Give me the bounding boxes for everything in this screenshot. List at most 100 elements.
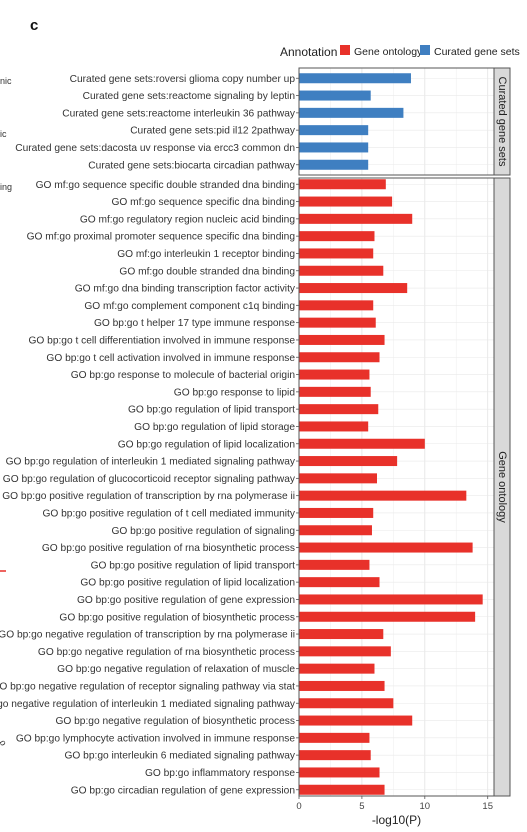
category-label: Curated gene sets:biocarta circadian pat…: [88, 160, 296, 171]
category-label: GO bp:go positive regulation of transcri…: [2, 491, 295, 502]
category-label: GO bp:go negative regulation of interleu…: [0, 699, 296, 710]
bar: [299, 404, 379, 415]
legend-label-gene-ontology: Gene ontology: [354, 46, 423, 58]
category-label: GO bp:go t helper 17 type immune respons…: [94, 318, 295, 329]
category-label: GO bp:go negative regulation of relaxati…: [57, 664, 295, 675]
category-label: GO mf:go complement component c1q bindin…: [84, 301, 295, 312]
legend-label-curated: Curated gene sets: [434, 46, 520, 58]
legend-swatch-gene-ontology: [340, 45, 350, 55]
bar: [299, 490, 467, 501]
x-tick-label: 5: [359, 801, 364, 812]
facet-strip-label: Gene ontology: [496, 451, 508, 523]
category-label: GO bp:go response to molecule of bacteri…: [71, 370, 295, 381]
fragment-text: nic: [0, 76, 12, 86]
category-label: Curated gene sets:roversi glioma copy nu…: [70, 74, 296, 85]
x-tick-label: 15: [482, 801, 493, 812]
bar: [299, 577, 380, 588]
legend-title: Annotation: [280, 45, 337, 59]
bar: [299, 179, 386, 190]
category-label: Curated gene sets:dacosta uv response vi…: [15, 143, 295, 154]
bar: [299, 473, 377, 484]
bar: [299, 611, 476, 622]
bar: [299, 125, 369, 136]
category-label: GO mf:go regulatory region nucleic acid …: [80, 214, 296, 225]
bar: [299, 352, 380, 363]
bar: [299, 300, 374, 311]
bar: [299, 159, 369, 170]
category-label: GO bp:go positive regulation of signalin…: [112, 526, 296, 537]
category-label: GO bp:go regulation of lipid transport: [128, 405, 295, 416]
bar: [299, 283, 408, 294]
bar: [299, 542, 473, 553]
panel-background: [299, 68, 494, 175]
category-label: GO bp:go response to lipid: [174, 387, 296, 398]
bar: [299, 90, 371, 101]
legend-swatch-curated: [420, 45, 430, 55]
x-tick-label: 0: [296, 801, 301, 812]
category-label: GO bp:go negative regulation of receptor…: [0, 681, 295, 692]
bar: [299, 231, 375, 242]
category-label: GO mf:go double stranded dna binding: [119, 266, 295, 277]
bar: [299, 248, 374, 259]
fragment-text: ing: [0, 182, 12, 192]
category-label: GO bp:go positive regulation of rna bios…: [42, 543, 295, 554]
panel-label: c: [30, 17, 38, 34]
bar: [299, 732, 370, 743]
bar: [299, 334, 385, 345]
bar: [299, 594, 483, 605]
x-tick-label: 10: [420, 801, 431, 812]
bar: [299, 559, 370, 570]
bar: [299, 698, 394, 709]
plot-area: Curated gene sets:roversi glioma copy nu…: [0, 67, 511, 827]
bar: [299, 680, 385, 691]
bar: [299, 142, 369, 153]
bar: [299, 213, 413, 224]
category-label: GO mf:go sequence specific double strand…: [36, 180, 296, 191]
bar: [299, 784, 385, 795]
category-label: GO bp:go regulation of glucocorticoid re…: [3, 474, 296, 485]
category-label: GO bp:go interleukin 6 mediated signalin…: [65, 751, 296, 762]
category-label: GO mf:go interleukin 1 receptor binding: [117, 249, 295, 260]
facet-strip: [493, 67, 511, 176]
bar: [299, 196, 393, 207]
category-label: GO bp:go lymphocyte activation involved …: [16, 733, 296, 744]
x-axis-title: -log10(P): [372, 813, 421, 827]
bar: [299, 265, 384, 276]
bar: [299, 767, 380, 778]
category-label: GO mf:go sequence specific dna binding: [112, 197, 296, 208]
category-label: GO bp:go positive regulation of lipid lo…: [80, 578, 295, 589]
fragment-text: ic: [0, 129, 7, 139]
category-label: GO bp:go positive regulation of t cell m…: [42, 508, 295, 519]
bar: [299, 750, 371, 761]
facet-strip-label: Curated gene sets: [496, 77, 508, 167]
category-label: GO bp:go positive regulation of biosynth…: [59, 612, 295, 623]
bar: [299, 386, 371, 397]
bar: [299, 73, 411, 84]
fragment-text: ρ: [0, 738, 9, 747]
category-label: Curated gene sets:pid il12 2pathway: [130, 126, 296, 137]
category-label: GO bp:go negative regulation of rna bios…: [38, 647, 295, 658]
category-label: Curated gene sets:reactome interleukin 3…: [62, 108, 296, 119]
bar: [299, 663, 375, 674]
bar: [299, 421, 369, 432]
category-label: GO bp:go regulation of lipid localizatio…: [118, 439, 295, 450]
category-label: GO bp:go t cell differentiation involved…: [28, 335, 295, 346]
category-label: GO bp:go regulation of lipid storage: [134, 422, 295, 433]
category-label: GO bp:go negative regulation of transcri…: [0, 630, 295, 641]
category-label: GO bp:go circadian regulation of gene ex…: [71, 785, 295, 796]
category-label: GO bp:go negative regulation of biosynth…: [55, 716, 295, 727]
category-label: GO mf:go proximal promoter sequence spec…: [27, 232, 296, 243]
bar: [299, 369, 370, 380]
bar: [299, 646, 391, 657]
bar: [299, 456, 398, 467]
category-label: GO bp:go inflammatory response: [145, 768, 295, 779]
bar: [299, 107, 404, 118]
category-label: GO bp:go positive regulation of lipid tr…: [91, 560, 296, 571]
bar: [299, 629, 384, 640]
category-label: GO bp:go positive regulation of gene exp…: [77, 595, 295, 606]
bar: [299, 507, 374, 518]
category-label: GO mf:go dna binding transcription facto…: [75, 284, 296, 295]
bar: [299, 525, 372, 536]
category-label: GO bp:go regulation of interleukin 1 med…: [6, 457, 296, 468]
